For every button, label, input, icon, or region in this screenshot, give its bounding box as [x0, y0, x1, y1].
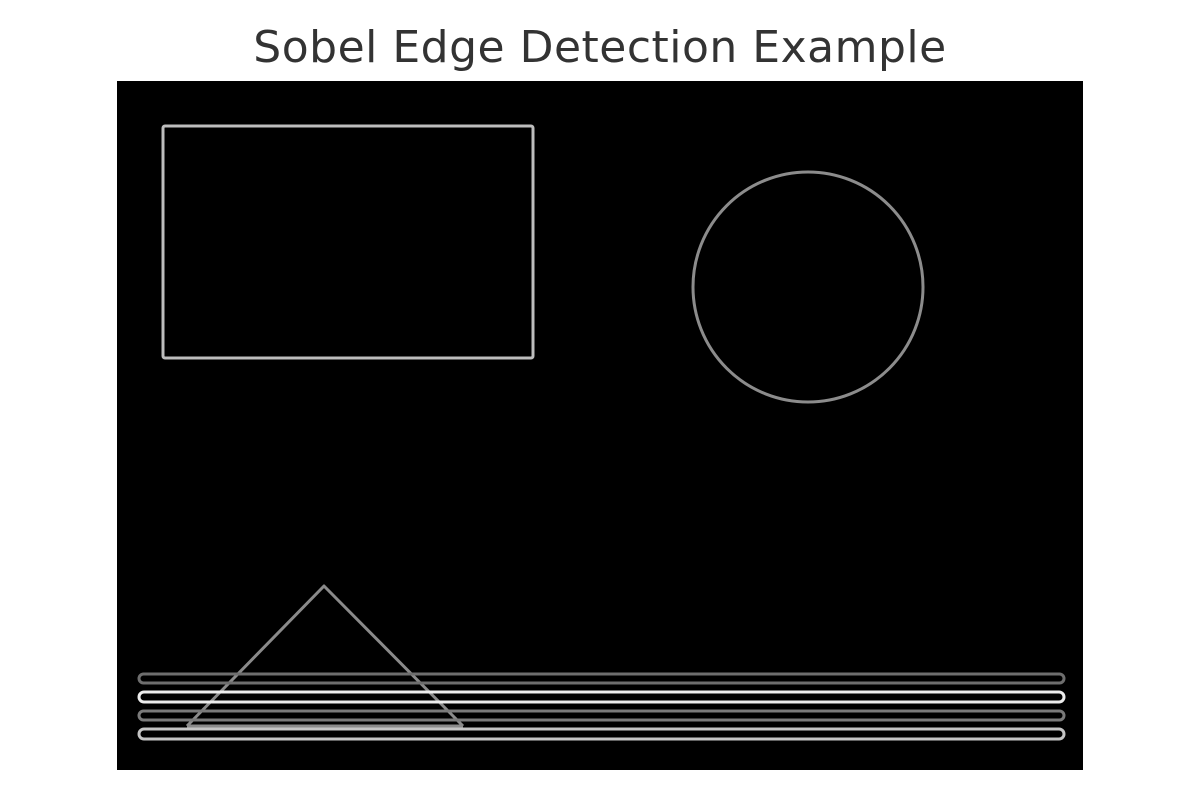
- line-2-edge: [137, 690, 1066, 704]
- circle-edge: [691, 170, 925, 404]
- figure-title: Sobel Edge Detection Example: [253, 22, 947, 73]
- line-3-edge: [137, 709, 1066, 722]
- line-1-edge: [137, 672, 1066, 685]
- triangle-edge: [185, 584, 465, 728]
- rectangle-edge: [161, 124, 535, 360]
- line-4-edge: [137, 727, 1066, 741]
- edge-image-panel: [117, 81, 1083, 770]
- edge-image: [117, 81, 1083, 770]
- image-background: [117, 81, 1083, 770]
